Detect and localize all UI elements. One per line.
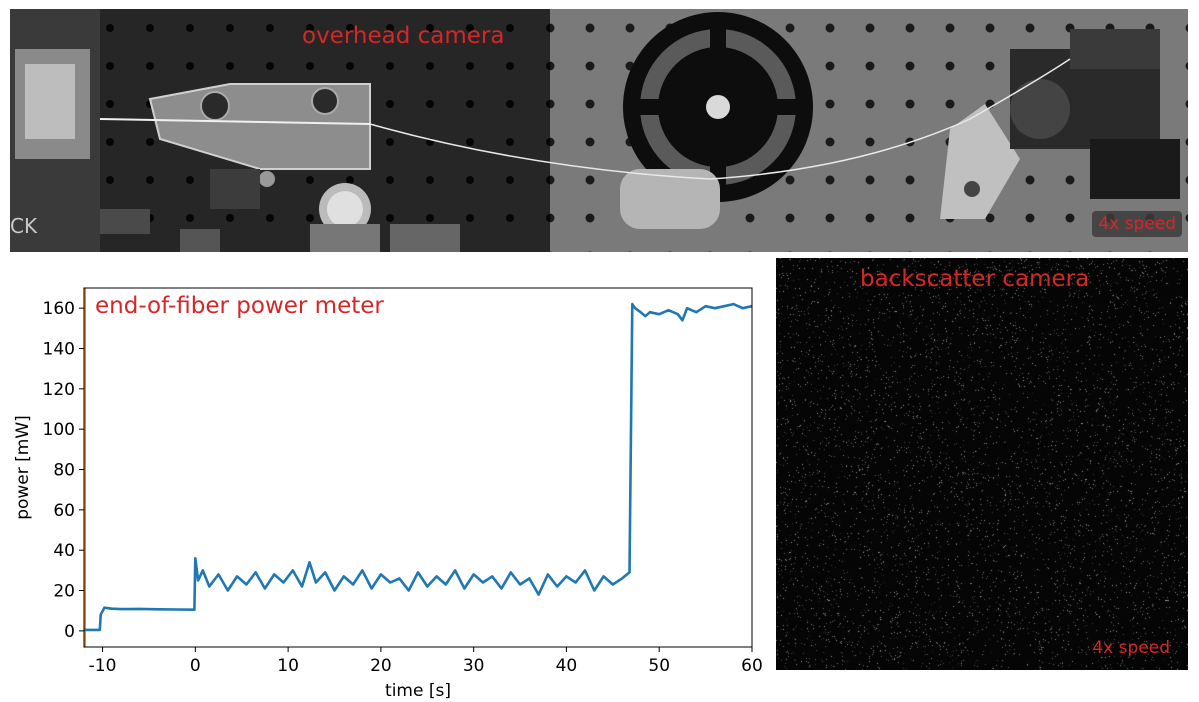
x-axis: -10 0 10 20 30 40 50 60 [89,647,763,676]
backscatter-camera-view: backscatter camera 4x speed [776,258,1188,670]
x-tick-label: -10 [89,656,117,676]
y-tick-label: 120 [43,380,75,400]
y-tick-label: 80 [53,461,75,481]
backscatter-speed-badge: 4x speed [1092,638,1170,658]
x-axis-label: time [s] [385,681,451,701]
power-meter-chart: 0 20 40 60 80 100 120 140 160 -10 0 10 20 30 40 50 60 e… [0,258,770,702]
x-tick-label: 10 [277,656,299,676]
y-axis-label: power [mW] [13,415,33,520]
y-tick-label: 140 [43,340,75,360]
x-tick-label: 40 [556,656,578,676]
chart-annotation: end-of-fiber power meter [95,293,384,319]
x-tick-label: 30 [463,656,485,676]
x-tick-label: 60 [741,656,763,676]
plot-frame [83,287,753,648]
x-tick-label: 20 [370,656,392,676]
overhead-camera-title: overhead camera [302,23,505,49]
y-tick-label: 160 [43,299,75,319]
overhead-camera-view: CK overhead camera 4x speed [10,9,1188,252]
y-tick-label: 0 [64,622,75,642]
y-tick-label: 20 [53,582,75,602]
overhead-speed-badge: 4x speed [1092,211,1182,237]
y-tick-label: 40 [53,541,75,561]
power-series-line [84,302,753,632]
power-meter-plot: 0 20 40 60 80 100 120 140 160 -10 0 10 20 30 40 50 60 e… [13,287,763,701]
backscatter-camera-title: backscatter camera [860,266,1090,292]
y-tick-label: 60 [53,501,75,521]
y-tick-label: 100 [43,420,75,440]
backscatter-noise-image [776,258,1188,670]
overhead-edge-text: CK [10,214,38,238]
y-axis: 0 20 40 60 80 100 120 140 160 [43,299,84,642]
x-tick-label: 50 [648,656,670,676]
x-tick-label: 0 [190,656,201,676]
overhead-camera-image [10,9,1188,252]
